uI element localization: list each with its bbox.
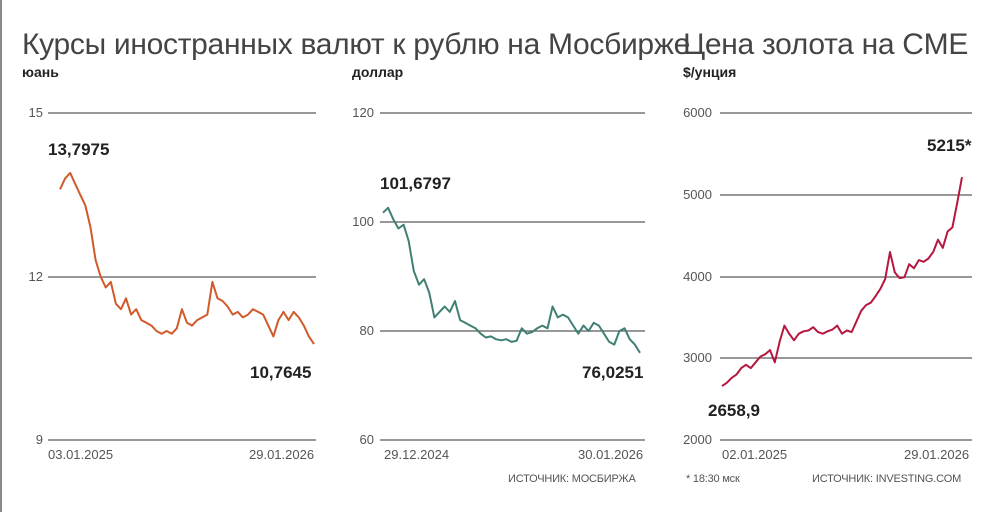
gold-tick-5000: 5000 [683,187,712,202]
usd-line [382,206,641,354]
usd-end-value: 76,0251 [582,363,644,382]
usd-date-start: 29.12.2024 [384,447,450,462]
yuan-line [59,171,315,345]
usd-source: ИСТОЧНИК: МОСБИРЖА [508,473,636,485]
currency-title: Курсы иностранных валют к рублю на Мосби… [22,28,690,61]
gold-date-end: 29.01.2026 [904,447,970,462]
yuan-end-value: 10,7645 [250,363,312,382]
yuan-start-value: 13,7975 [48,140,110,159]
page-left-border [0,0,2,512]
usd-tick-60: 60 [359,432,374,447]
usd-tick-120: 120 [352,105,374,120]
gold-tick-6000: 6000 [683,105,712,120]
usd-unit-label: доллар [352,64,404,80]
gold-title: Цена золота на CME [683,28,969,61]
yuan-unit-label: юань [22,64,59,80]
gold-end-value: 5215* [927,136,972,155]
gold-source: ИСТОЧНИК: INVESTING.COM [812,473,962,485]
gold-unit-label: $/унция [683,64,737,80]
usd-start-value: 101,6797 [380,174,451,193]
gold-start-value: 2658,9 [708,401,760,420]
gold-date-start: 02.01.2025 [722,447,788,462]
gold-tick-3000: 3000 [683,350,712,365]
yuan-date-start: 03.01.2025 [48,447,114,462]
usd-date-end: 30.01.2026 [578,447,644,462]
gold-tick-2000: 2000 [683,432,712,447]
yuan-tick-12: 12 [28,269,43,284]
gold-line [721,177,963,387]
yuan-tick-15: 15 [28,105,43,120]
usd-tick-100: 100 [352,214,374,229]
gold-tick-4000: 4000 [683,269,712,284]
yuan-tick-9: 9 [35,432,43,447]
gridlines [48,112,972,441]
yuan-date-end: 29.01.2026 [249,447,315,462]
usd-tick-80: 80 [359,323,374,338]
gold-footnote: * 18:30 мск [686,473,740,485]
